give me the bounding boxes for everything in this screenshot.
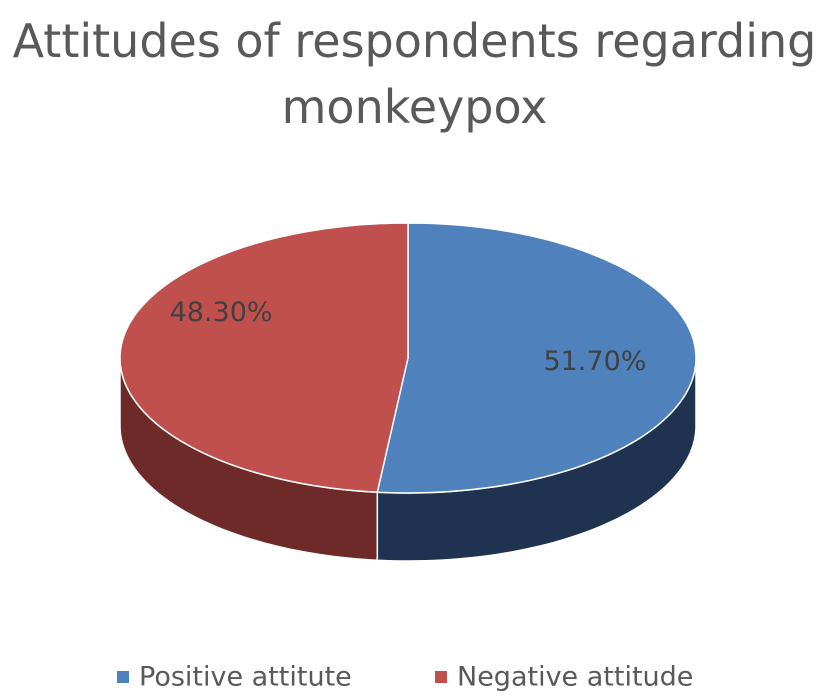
chart-title: Attitudes of respondents regarding monke…	[12, 14, 817, 134]
legend-label: Positive attitute	[139, 662, 352, 693]
slice	[376, 222, 697, 494]
data-label: 51.70%	[543, 346, 646, 377]
legend-label: Negative attitude	[457, 662, 693, 693]
data-label: 48.30%	[170, 297, 273, 328]
slice	[119, 222, 409, 494]
legend-swatch	[117, 671, 129, 683]
legend-swatch	[435, 671, 447, 683]
